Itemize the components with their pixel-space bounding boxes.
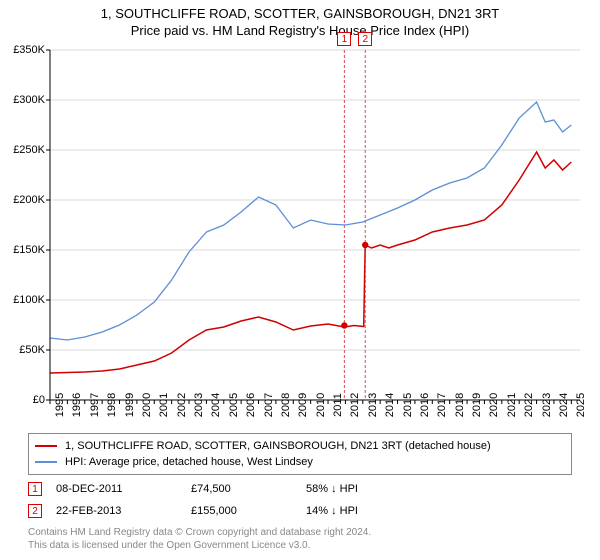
sale-date: 08-DEC-2011 — [56, 483, 191, 495]
sale-marker-icon: 1 — [28, 482, 42, 496]
x-tick-label: 2021 — [506, 393, 518, 417]
y-tick-label: £0 — [1, 394, 45, 406]
legend-label: 1, SOUTHCLIFFE ROAD, SCOTTER, GAINSBOROU… — [65, 440, 491, 452]
y-tick-label: £150K — [1, 244, 45, 256]
chart-sale-marker-icon: 2 — [358, 32, 372, 46]
title-block: 1, SOUTHCLIFFE ROAD, SCOTTER, GAINSBOROU… — [0, 0, 600, 38]
x-tick-label: 2003 — [193, 393, 205, 417]
footer-line2: This data is licensed under the Open Gov… — [28, 539, 371, 552]
footer: Contains HM Land Registry data © Crown c… — [28, 526, 371, 552]
x-tick-label: 2014 — [384, 393, 396, 417]
x-tick-label: 2011 — [332, 393, 344, 417]
y-tick-label: £350K — [1, 44, 45, 56]
chart-svg — [50, 50, 580, 400]
x-tick-label: 2000 — [141, 393, 153, 417]
sale-row: 2 22-FEB-2013 £155,000 14% ↓ HPI — [28, 500, 358, 522]
x-tick-label: 2012 — [349, 393, 361, 417]
sale-marker-icon: 2 — [28, 504, 42, 518]
x-tick-label: 2008 — [280, 393, 292, 417]
x-tick-label: 2001 — [158, 393, 170, 417]
legend-swatch — [35, 461, 57, 463]
x-tick-label: 2007 — [263, 393, 275, 417]
y-tick-label: £200K — [1, 194, 45, 206]
sale-price: £74,500 — [191, 483, 306, 495]
x-tick-label: 2002 — [176, 393, 188, 417]
chart-sale-marker-icon: 1 — [337, 32, 351, 46]
x-tick-label: 2018 — [454, 393, 466, 417]
chart-title-line1: 1, SOUTHCLIFFE ROAD, SCOTTER, GAINSBOROU… — [0, 6, 600, 21]
legend-label: HPI: Average price, detached house, West… — [65, 456, 313, 468]
x-tick-label: 1995 — [54, 393, 66, 417]
y-tick-label: £100K — [1, 294, 45, 306]
x-tick-label: 1999 — [124, 393, 136, 417]
y-tick-label: £250K — [1, 144, 45, 156]
sales-list: 1 08-DEC-2011 £74,500 58% ↓ HPI 2 22-FEB… — [28, 478, 358, 522]
x-tick-label: 2025 — [575, 393, 587, 417]
x-tick-label: 1996 — [71, 393, 83, 417]
x-tick-label: 2023 — [541, 393, 553, 417]
x-tick-label: 2020 — [488, 393, 500, 417]
sale-row: 1 08-DEC-2011 £74,500 58% ↓ HPI — [28, 478, 358, 500]
x-tick-label: 2006 — [245, 393, 257, 417]
chart-area: £0£50K£100K£150K£200K£250K£300K£350K 199… — [50, 50, 580, 400]
x-tick-label: 2015 — [402, 393, 414, 417]
legend-item-hpi: HPI: Average price, detached house, West… — [35, 454, 565, 470]
chart-title-line2: Price paid vs. HM Land Registry's House … — [0, 23, 600, 38]
sale-date: 22-FEB-2013 — [56, 505, 191, 517]
x-tick-label: 2004 — [210, 393, 222, 417]
x-tick-label: 1997 — [89, 393, 101, 417]
legend: 1, SOUTHCLIFFE ROAD, SCOTTER, GAINSBOROU… — [28, 433, 572, 475]
x-tick-label: 2024 — [558, 393, 570, 417]
x-tick-label: 2010 — [315, 393, 327, 417]
sale-delta: 58% ↓ HPI — [306, 483, 358, 495]
x-tick-label: 2017 — [436, 393, 448, 417]
x-tick-label: 1998 — [106, 393, 118, 417]
x-tick-label: 2013 — [367, 393, 379, 417]
y-tick-label: £300K — [1, 94, 45, 106]
x-tick-label: 2016 — [419, 393, 431, 417]
legend-item-price-paid: 1, SOUTHCLIFFE ROAD, SCOTTER, GAINSBOROU… — [35, 438, 565, 454]
sale-price: £155,000 — [191, 505, 306, 517]
x-tick-label: 2019 — [471, 393, 483, 417]
x-tick-label: 2005 — [228, 393, 240, 417]
chart-container: 1, SOUTHCLIFFE ROAD, SCOTTER, GAINSBOROU… — [0, 0, 600, 560]
legend-swatch — [35, 445, 57, 447]
x-tick-label: 2009 — [297, 393, 309, 417]
x-tick-label: 2022 — [523, 393, 535, 417]
footer-line1: Contains HM Land Registry data © Crown c… — [28, 526, 371, 539]
y-tick-label: £50K — [1, 344, 45, 356]
sale-delta: 14% ↓ HPI — [306, 505, 358, 517]
